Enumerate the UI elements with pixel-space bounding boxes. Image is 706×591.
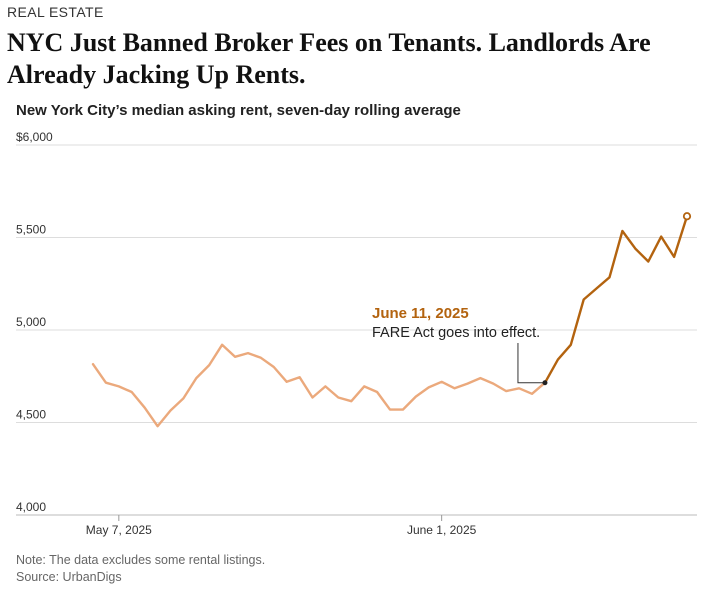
annotation-date: June 11, 2025 xyxy=(372,305,469,322)
footer-note: Note: The data excludes some rental list… xyxy=(16,553,266,567)
chart-title: New York City’s median asking rent, seve… xyxy=(16,102,461,119)
series-layer xyxy=(91,214,689,428)
y-tick-labels: 4,000 4,500 5,000 5,500 $6,000 xyxy=(16,130,53,514)
y-tick-label: 4,500 xyxy=(16,408,46,422)
annotation-text: FARE Act goes into effect. xyxy=(372,325,540,341)
grid-layer xyxy=(16,144,697,516)
annotation-layer: June 11, 2025 FARE Act goes into effect. xyxy=(372,305,545,384)
annotation-point xyxy=(542,380,548,386)
y-tick-label: $6,000 xyxy=(16,130,53,144)
annotation-leader-line xyxy=(517,343,545,384)
series-line-after xyxy=(543,214,689,384)
y-tick-label: 5,000 xyxy=(16,315,46,329)
x-tick-label: June 1, 2025 xyxy=(407,523,477,537)
y-tick-label: 4,000 xyxy=(16,500,46,514)
headline: NYC Just Banned Broker Fees on Tenants. … xyxy=(7,28,651,89)
y-tick-label: 5,500 xyxy=(16,223,46,237)
x-tick-labels: May 7, 2025 June 1, 2025 xyxy=(86,515,477,537)
marker-layer xyxy=(542,212,692,386)
rent-line-chart: 4,000 4,500 5,000 5,500 $6,000 May 7, 2025 Ju… xyxy=(16,130,697,537)
end-point-marker xyxy=(682,212,692,221)
footer-source: Source: UrbanDigs xyxy=(16,570,122,584)
footer: Note: The data excludes some rental list… xyxy=(16,552,265,586)
section-kicker: REAL ESTATE xyxy=(7,4,104,20)
series-line-before xyxy=(91,343,547,428)
x-tick-label: May 7, 2025 xyxy=(86,523,152,537)
